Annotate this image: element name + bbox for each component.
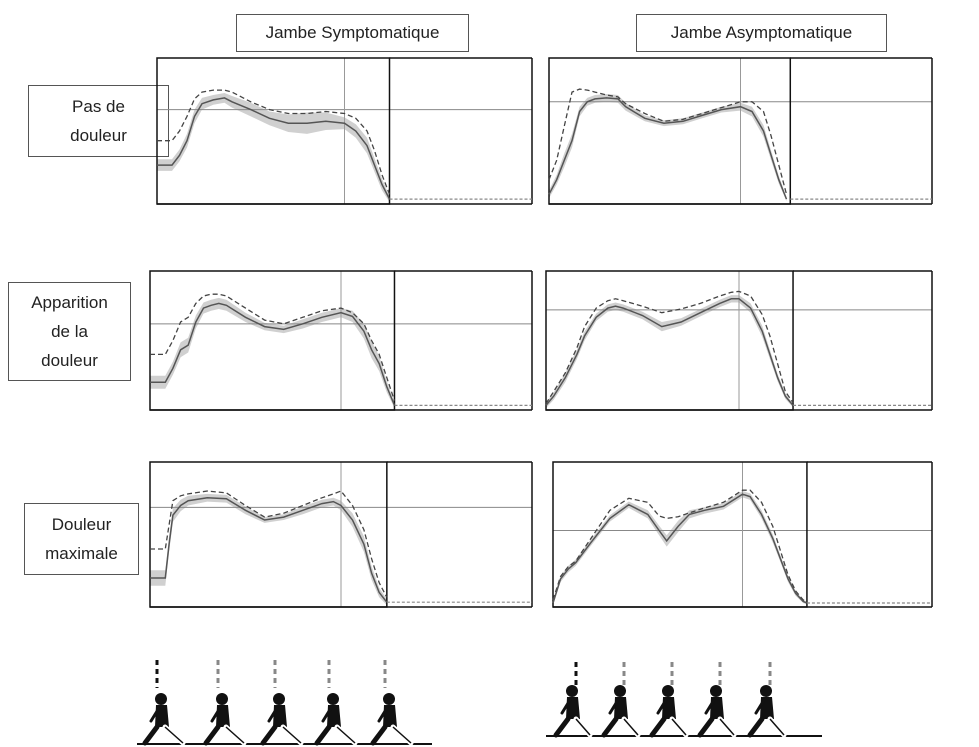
column-header-symptomatic: Jambe Symptomatique [236,14,469,52]
walker-head [614,685,626,697]
walker-silhouette [697,685,737,738]
series-mean-curve [157,97,391,200]
variability-band [546,295,793,409]
walker-head [155,693,167,705]
walker-arm [267,706,279,723]
walker-arm [656,698,668,715]
walker-arm [210,706,222,723]
walker-arm [704,698,716,715]
series-reference-curve [545,290,794,404]
walker-arm [149,706,161,723]
row-label-pain-onset-text: Apparition de la douleur [31,293,108,370]
series-mean-curve [150,302,396,406]
walker-head [760,685,772,697]
walker-silhouette [553,685,593,738]
walker-back-leg [601,716,619,738]
walker-head [662,685,674,697]
variability-band [549,94,787,202]
walker-back-leg [649,716,667,738]
row-label-no-pain-text: Pas de douleur [70,97,127,145]
walker-back-leg [314,724,332,746]
variability-band [150,297,395,409]
walker-back-leg [142,724,160,746]
walker-front-leg [623,718,639,736]
walker-head [566,685,578,697]
walker-silhouette [203,693,247,746]
walker-arm [560,698,572,715]
series-mean-curve [545,298,794,406]
walker-arm [377,706,389,723]
chart-panel [552,461,933,608]
walker-front-leg [769,718,785,736]
walker-arm [321,706,333,723]
plot-frame [548,57,792,205]
walker-back-leg [697,716,715,738]
walker-head [273,693,285,705]
walker-arm [754,698,766,715]
walker-front-leg [575,718,591,736]
plot-frame [149,461,388,608]
walker-silhouette [649,685,689,738]
walker-back-leg [203,724,221,746]
walker-front-leg [671,718,687,736]
series-mean-curve [552,493,808,604]
chart-panel [548,57,933,205]
walker-front-leg [282,726,302,744]
series-reference-curve [548,88,788,195]
walker-back-leg [260,724,278,746]
series-reference-curve [552,489,808,603]
walker-silhouette [314,693,358,746]
walker-head [327,693,339,705]
row-label-max-pain-text: Douleur maximale [45,515,118,563]
walker-silhouette [747,685,787,738]
walker-front-leg [164,726,184,744]
walker-head [710,685,722,697]
walker-head [383,693,395,705]
plot-frame [552,461,808,608]
variability-band [553,491,807,606]
chart-panel [156,57,533,205]
chart-panel [545,270,933,411]
walker-arm [608,698,620,715]
series-reference-curve [150,490,388,598]
walker-silhouette [370,693,414,746]
series-mean-curve [150,497,388,603]
walker-back-leg [747,716,765,738]
chart-panel [149,461,533,608]
walker-front-leg [225,726,245,744]
row-label-no-pain: Pas de douleur [28,85,169,157]
walker-front-leg [719,718,735,736]
walker-back-leg [370,724,388,746]
walker-front-leg [392,726,412,744]
variability-band [150,493,387,606]
chart-panel [149,270,533,411]
walker-head [216,693,228,705]
row-label-max-pain: Douleur maximale [24,503,139,575]
walker-front-leg [336,726,356,744]
variability-band [157,93,390,203]
column-header-asymptomatic: Jambe Asymptomatique [636,14,887,52]
walker-silhouette [142,693,186,746]
series-mean-curve [548,97,788,200]
row-label-pain-onset: Apparition de la douleur [8,282,131,381]
series-reference-curve [157,89,391,195]
walker-back-leg [553,716,571,738]
walker-silhouette [260,693,304,746]
walker-silhouette [601,685,641,738]
